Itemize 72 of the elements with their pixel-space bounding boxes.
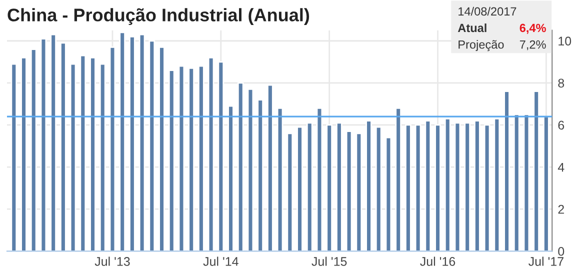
bar [228, 105, 234, 252]
bar [385, 136, 392, 252]
bar [138, 34, 146, 252]
x-tick-label: Jul '15 [312, 256, 347, 266]
chart-title: China - Produção Industrial (Anual) [8, 8, 310, 25]
bar [198, 65, 204, 252]
annotation: Projeção [458, 40, 504, 52]
bar [60, 42, 66, 252]
bar [10, 63, 18, 252]
bar [523, 114, 530, 252]
bar [30, 48, 37, 252]
bar [336, 122, 342, 252]
bar [533, 90, 540, 252]
bar [267, 84, 274, 252]
bar [494, 118, 500, 252]
bar [366, 120, 372, 252]
bar [90, 57, 96, 252]
bar [168, 70, 175, 252]
bar [405, 124, 412, 252]
bar [464, 122, 470, 252]
bar [20, 57, 27, 252]
bar [513, 114, 520, 252]
bar [237, 82, 244, 252]
x-tick-label: Jul '14 [203, 256, 238, 266]
bar [346, 130, 352, 252]
bar [70, 63, 76, 252]
bar [158, 46, 165, 252]
bar [356, 132, 362, 252]
annotation: 6,4% [520, 24, 546, 34]
bar [208, 57, 214, 252]
bar [148, 40, 156, 252]
bar [504, 90, 510, 252]
bar [414, 124, 422, 252]
bar [316, 107, 323, 252]
y-tick-label: 10 [558, 36, 572, 46]
bar [375, 126, 382, 252]
bar [247, 88, 254, 252]
x-tick-label: Jul '17 [528, 256, 564, 266]
bar [50, 34, 56, 252]
bar [306, 122, 313, 252]
bar [99, 63, 106, 252]
bar [286, 132, 294, 252]
text: 14/08/2017 [458, 6, 516, 16]
bar [129, 36, 136, 252]
bar [80, 54, 86, 252]
bar [454, 122, 461, 252]
bar [395, 107, 402, 252]
bar [484, 124, 490, 252]
y-tick-label: 8 [558, 78, 564, 88]
annotation: 7,2% [520, 40, 546, 50]
bar [109, 46, 116, 252]
bar [178, 65, 185, 252]
bar [296, 126, 303, 252]
bar [326, 124, 332, 252]
bar [444, 118, 451, 252]
bar [474, 120, 480, 252]
bar [257, 99, 264, 252]
y-tick-label: 2 [558, 204, 564, 214]
bar [276, 107, 284, 252]
bar [424, 120, 432, 252]
bar [434, 124, 441, 252]
bar [188, 68, 194, 252]
annotation: Atual [458, 23, 486, 32]
y-tick-label: 0 [558, 246, 564, 256]
bar [119, 32, 126, 252]
y-tick-label: 6 [558, 120, 564, 130]
x-tick-label: Jul '16 [420, 256, 456, 266]
y-tick-label: 4 [558, 162, 564, 172]
bar [218, 61, 224, 252]
x-tick-label: Jul '13 [94, 256, 130, 266]
bar [543, 116, 550, 252]
bar [40, 38, 47, 252]
